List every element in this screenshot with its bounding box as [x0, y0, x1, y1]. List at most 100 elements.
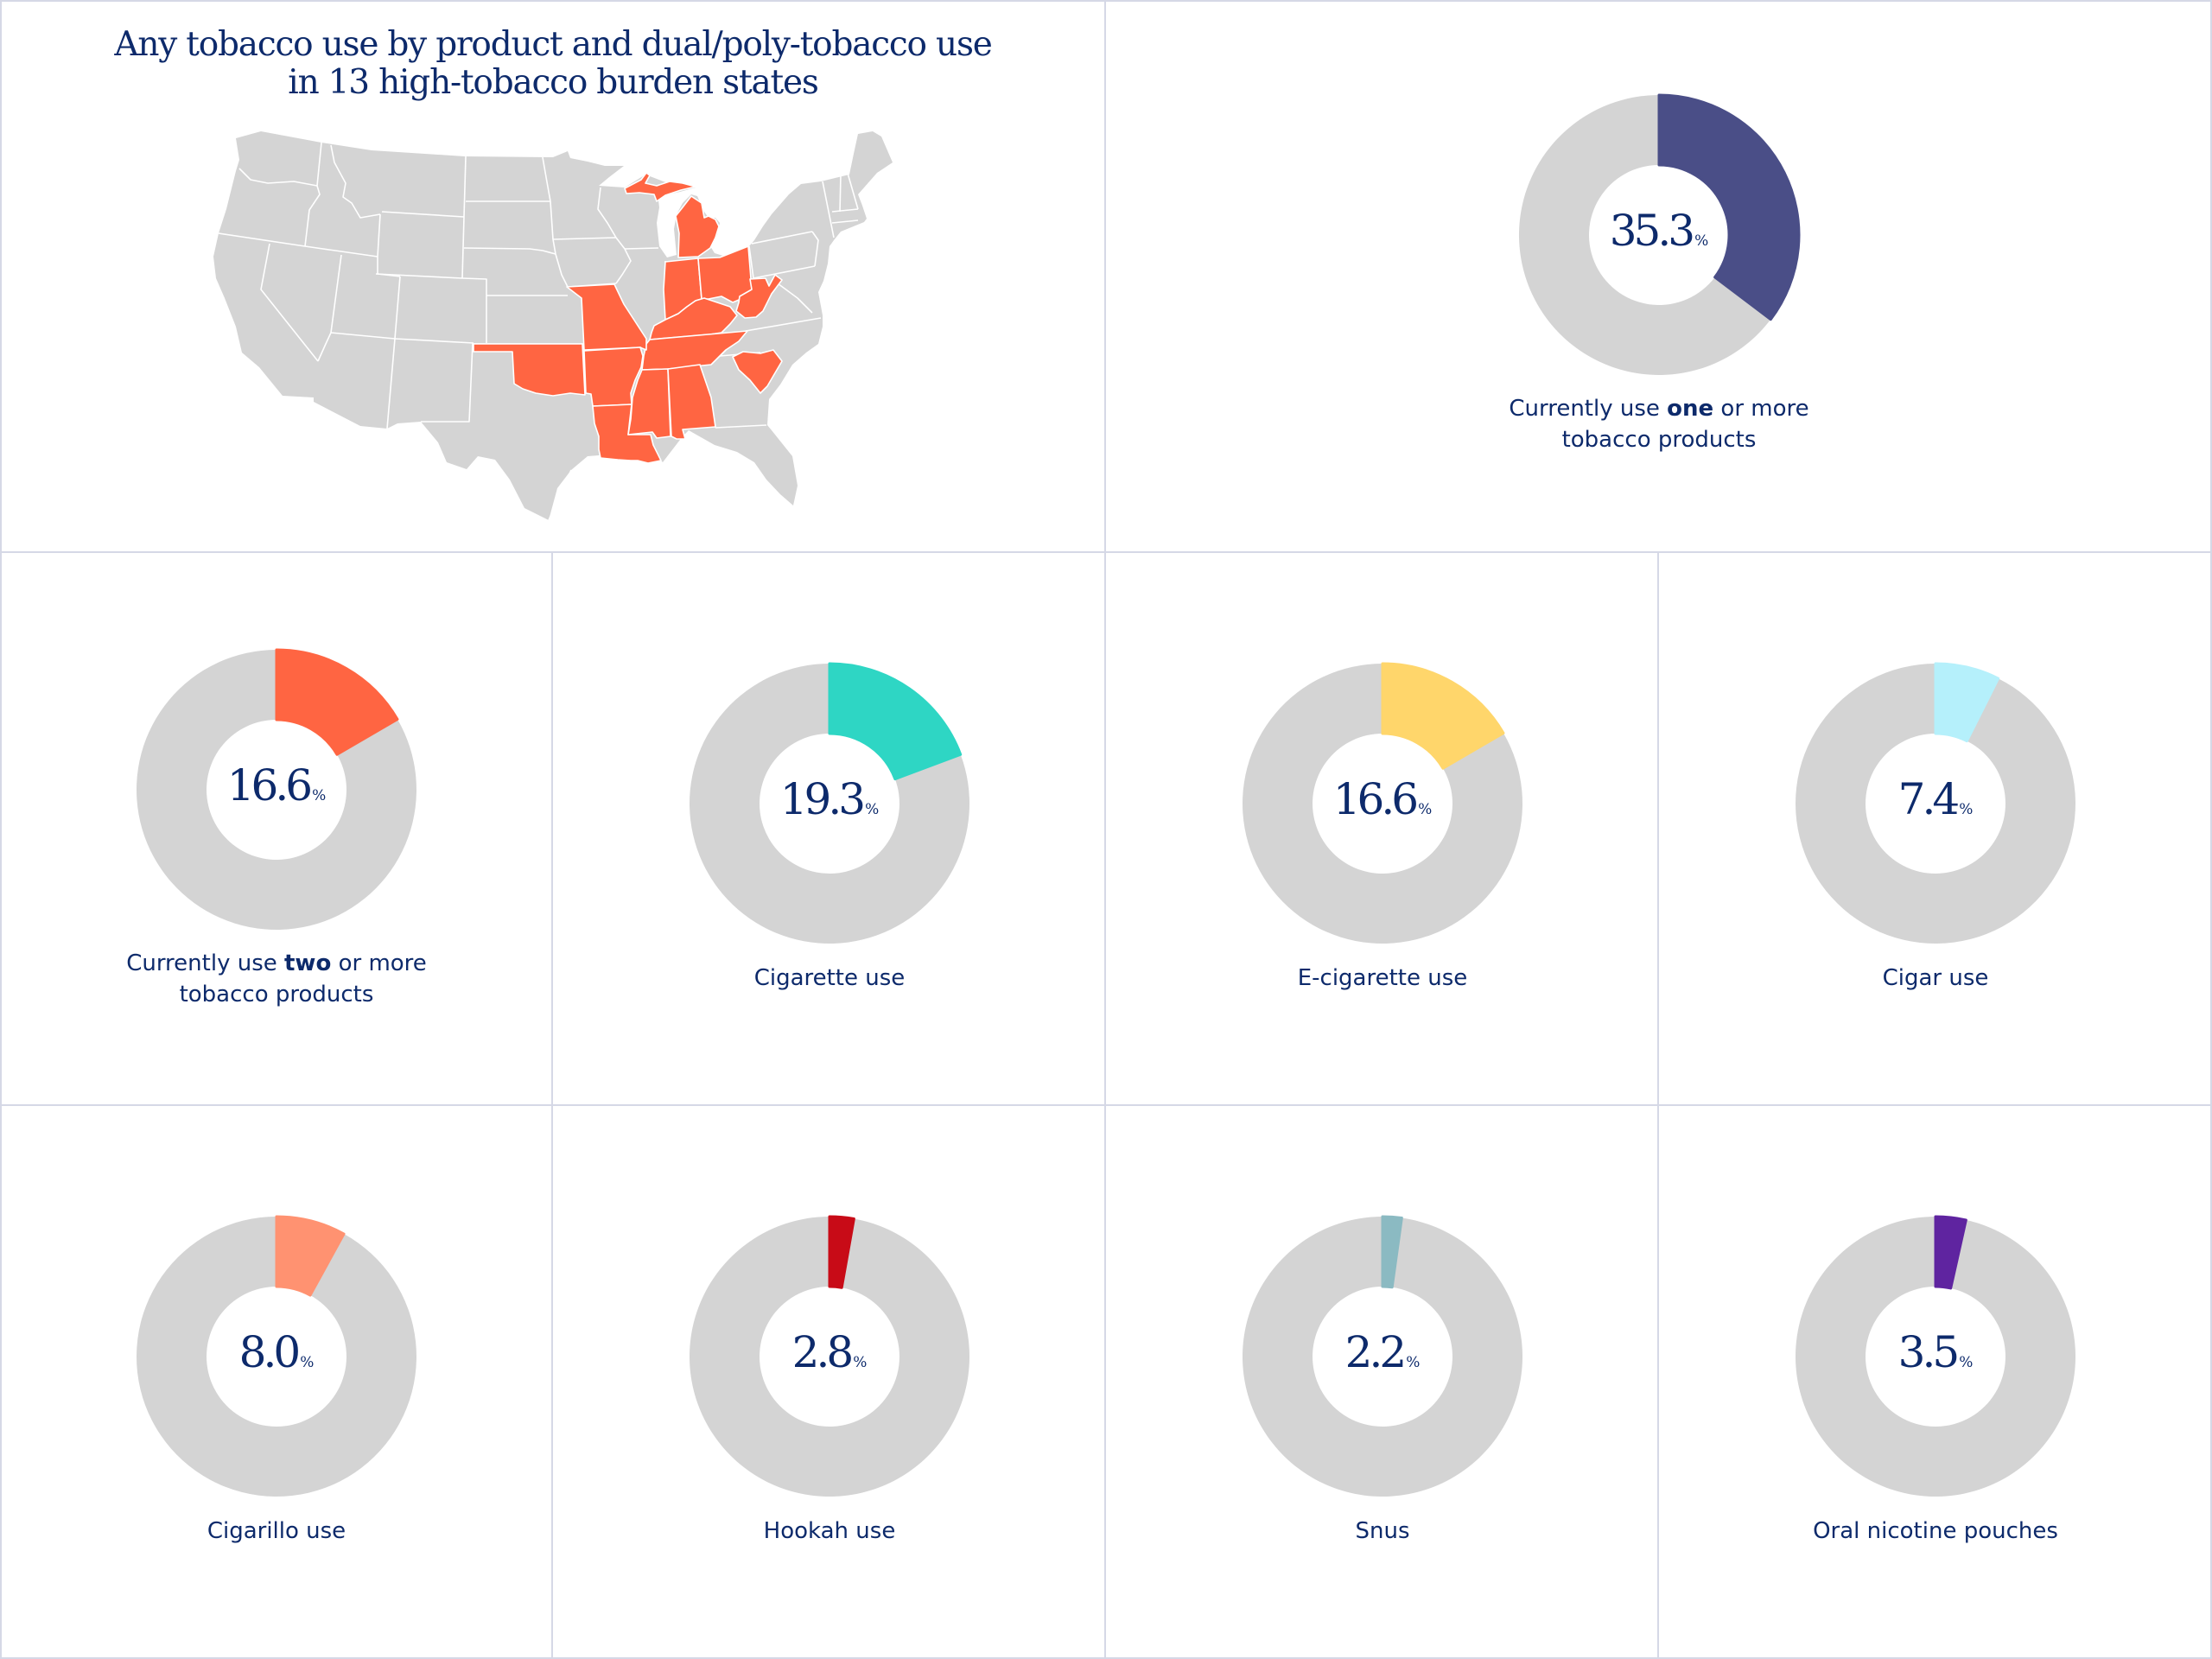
state-border-line — [615, 237, 626, 250]
state-border-line — [394, 276, 401, 340]
state-border-line — [330, 254, 342, 334]
donut-card-cigarillo: 8.0% Cigarillo use — [0, 1106, 553, 1659]
state-arkansas — [583, 346, 644, 407]
label-text: Cigarillo use — [207, 1518, 346, 1544]
state-border-line — [811, 231, 819, 267]
us-states-map — [213, 131, 893, 521]
label-text: or more tobacco products — [1561, 396, 1809, 453]
state-border-line — [839, 174, 842, 213]
state-border-line — [745, 317, 822, 332]
donut-category-label: Cigarette use — [588, 963, 1071, 994]
state-border-line — [542, 156, 551, 202]
state-border-line — [386, 338, 396, 429]
percent-sign: % — [1406, 1354, 1421, 1371]
donut-remainder-slice — [690, 1217, 969, 1497]
highlighted-states — [473, 172, 783, 464]
state-border-line — [421, 342, 474, 423]
percent-sign: % — [1959, 801, 1974, 818]
value-number: 2.8 — [791, 1327, 855, 1377]
donut-value-slice — [275, 1215, 346, 1297]
state-border-line — [260, 243, 319, 362]
donut-card-cigarette: 19.3% Cigarette use — [553, 553, 1106, 1106]
state-border-line — [624, 247, 659, 250]
state-michigan — [624, 172, 696, 202]
state-border-line — [548, 469, 572, 521]
state-border-line — [377, 213, 381, 257]
donut-chart — [1796, 662, 2075, 944]
state-border-line — [831, 208, 859, 213]
value-number: 7.4 — [1897, 774, 1961, 824]
state-michigan — [675, 195, 720, 258]
state-border-line — [461, 277, 487, 296]
label-text: Oral nicotine pouches — [1813, 1518, 2058, 1544]
state-south-carolina — [732, 349, 783, 394]
state-border-line — [375, 273, 463, 279]
chart-title: Any tobacco use by product and dual/poly… — [0, 26, 1106, 102]
donut-category-label: Cigarillo use — [35, 1516, 518, 1547]
state-oklahoma — [473, 343, 586, 397]
donut-value-slice — [828, 662, 963, 781]
state-west-virginia — [735, 274, 783, 319]
donut-chart — [1519, 93, 1801, 376]
label-emphasis: one — [1667, 396, 1714, 422]
state-border-line — [777, 283, 813, 314]
donut-category-label: Currently use one or more tobacco produc… — [1486, 393, 1832, 455]
percent-sign: % — [300, 1354, 315, 1371]
donut-card-oral-nicotine-pouches: 3.5% Oral nicotine pouches — [1659, 1106, 2212, 1659]
label-text: Cigar use — [1882, 965, 1989, 991]
us-outline — [213, 131, 893, 520]
percent-sign: % — [312, 787, 327, 804]
state-border-line — [753, 265, 816, 279]
donut-value-slice — [1381, 1215, 1403, 1289]
label-text: Currently use — [1509, 396, 1668, 422]
donut-card-snus: 2.2% Snus — [1106, 1106, 1659, 1659]
donut-card-cigar: 7.4% Cigar use — [1659, 553, 2212, 1106]
map-panel: Any tobacco use by product and dual/poly… — [0, 0, 1106, 553]
donut-value-label: 7.4% — [1849, 774, 2022, 824]
percent-sign: % — [1418, 801, 1433, 818]
donut-remainder-slice — [690, 664, 969, 944]
donut-card-hookah: 2.8% Hookah use — [553, 1106, 1106, 1659]
donut-value-label: 8.0% — [190, 1327, 363, 1377]
donut-value-label: 16.6% — [1296, 774, 1469, 824]
donut-category-label: Currently use two or more tobacco produc… — [104, 948, 449, 1010]
donut-card-one-or-more: 35.3% Currently use one or more tobacco p… — [1106, 0, 2212, 553]
donut-value-slice — [1934, 1215, 1967, 1290]
donut-chart — [690, 662, 969, 944]
donut-chart — [1796, 1215, 2075, 1497]
state-border-line — [304, 185, 321, 247]
donut-value-label: 19.3% — [743, 774, 916, 824]
state-border-line — [218, 232, 306, 247]
donut-remainder-slice — [1243, 664, 1522, 944]
percent-sign: % — [865, 801, 880, 818]
state-border-line — [330, 332, 396, 340]
donut-chart — [137, 648, 416, 930]
label-text: Currently use — [126, 950, 284, 976]
state-alabama — [667, 364, 716, 440]
state-missouri — [566, 283, 647, 351]
value-number: 35.3 — [1609, 206, 1695, 256]
state-border-line — [615, 248, 632, 284]
state-borders — [218, 142, 859, 521]
donut-value-slice — [1934, 662, 2000, 743]
us-base-shape — [213, 131, 893, 520]
state-border-line — [463, 247, 556, 255]
donut-chart — [1243, 1215, 1523, 1497]
chart-title-line-1: Any tobacco use by product and dual/poly… — [114, 25, 992, 64]
donut-value-slice — [1657, 93, 1801, 321]
label-text: Cigarette use — [753, 965, 906, 991]
donut-card-e-cigarette: 16.6% E-cigarette use — [1106, 553, 1659, 1106]
donut-remainder-slice — [137, 1217, 416, 1497]
donut-value-slice — [275, 648, 399, 756]
state-border-line — [316, 142, 322, 187]
label-text: E-cigarette use — [1297, 965, 1468, 991]
donut-category-label: Hookah use — [588, 1516, 1071, 1547]
state-border-line — [822, 181, 835, 238]
donut-value-label: 3.5% — [1849, 1327, 2022, 1377]
state-border-line — [463, 156, 467, 218]
state-border-line — [381, 211, 465, 218]
value-number: 19.3 — [779, 774, 866, 824]
donut-value-slice — [1381, 662, 1505, 770]
grid-divider — [0, 1104, 2212, 1106]
donut-remainder-slice — [1243, 1217, 1523, 1497]
